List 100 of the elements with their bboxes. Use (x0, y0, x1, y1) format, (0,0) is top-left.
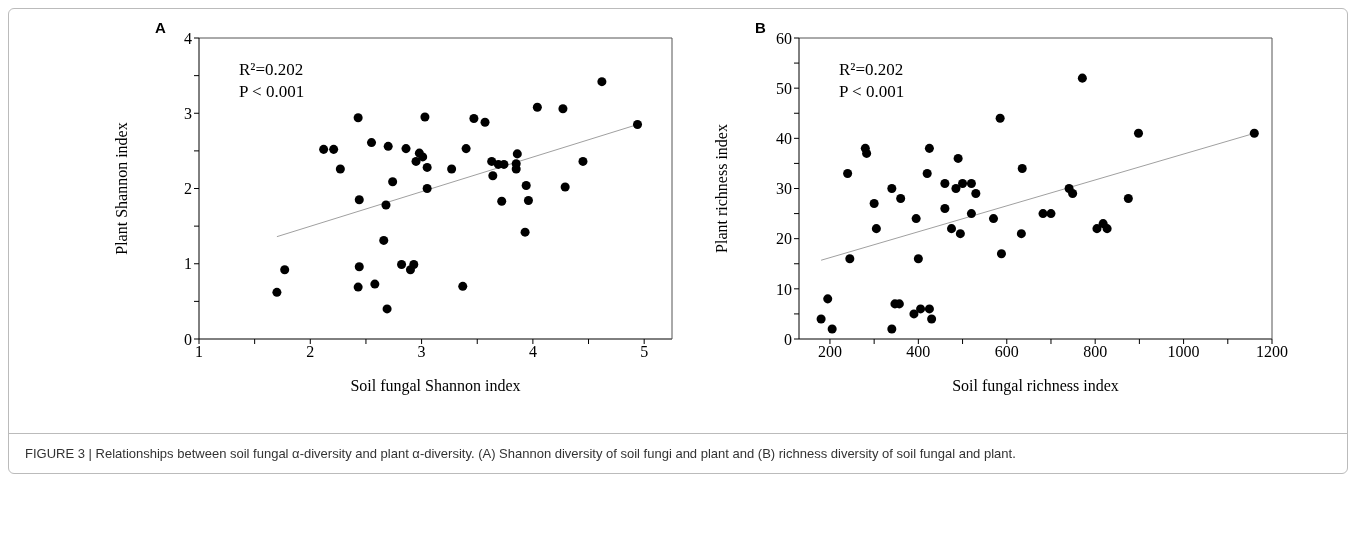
y-tick-label: 4 (184, 29, 192, 47)
y-tick-label: 10 (776, 280, 792, 298)
point (329, 144, 339, 154)
annotation: P < 0.001 (839, 81, 905, 103)
point (911, 214, 921, 224)
chart-title: B (755, 19, 766, 36)
x-tick-label: 400 (906, 343, 931, 361)
point (353, 282, 363, 292)
annotation: R²=0.202 (839, 59, 905, 81)
point (988, 214, 999, 224)
point (447, 164, 457, 174)
point (966, 209, 976, 219)
annotation: P < 0.001 (239, 81, 305, 103)
point (869, 199, 879, 209)
point (411, 156, 421, 166)
point (335, 164, 345, 174)
point (521, 180, 531, 190)
point (388, 177, 398, 187)
point (558, 104, 568, 114)
point (422, 162, 432, 172)
point (319, 144, 329, 154)
x-tick-label: 5 (640, 343, 649, 361)
caption: FIGURE 3 | Relationships between soil fungal α-diversity and plant α-diversity. (A) Shannon diversity of soil fungi and plant and (B) richness diversity of soil fungal and plant. (25, 446, 1017, 461)
point (951, 183, 961, 194)
point (1068, 189, 1078, 199)
x-tick-label: 1 (195, 343, 203, 361)
point (940, 178, 950, 188)
point (487, 156, 497, 166)
x-tick-label: 4 (528, 343, 537, 361)
x-tick-label: 1000 (1167, 343, 1200, 361)
point (816, 314, 826, 324)
point (422, 183, 432, 194)
point (862, 148, 872, 158)
point (995, 113, 1005, 123)
point (497, 196, 507, 206)
point (896, 194, 906, 204)
point (512, 149, 522, 159)
point (383, 141, 393, 151)
y-tick-label: 30 (776, 180, 792, 198)
x-tick-label: 3 (417, 343, 426, 361)
point (996, 249, 1006, 259)
y-tick-label: 40 (776, 130, 792, 148)
y-tick-label: 20 (776, 230, 792, 248)
y-tick-label: 3 (184, 104, 192, 122)
point (927, 314, 937, 324)
point (632, 120, 643, 130)
point (480, 117, 490, 127)
y-tick-label: 1 (184, 255, 192, 273)
point (418, 152, 428, 162)
point (523, 196, 533, 206)
point (379, 235, 389, 245)
y-tick-label: 50 (776, 79, 792, 97)
point (520, 227, 530, 237)
point (887, 183, 897, 194)
point (420, 112, 430, 122)
x-tick-label: 1200 (1256, 343, 1288, 361)
point (843, 168, 853, 178)
x-axis-title: Soil fungal richness index (952, 377, 1119, 395)
x-tick-label: 800 (1083, 343, 1108, 361)
point (1016, 229, 1026, 239)
point (1038, 209, 1048, 219)
point (1102, 224, 1112, 234)
point (381, 200, 391, 210)
point (578, 156, 588, 166)
point (909, 309, 919, 319)
point (971, 189, 981, 199)
point (458, 281, 468, 291)
y-tick-label: 0 (784, 330, 792, 348)
point (958, 178, 968, 188)
point (280, 265, 290, 275)
y-axis-title: Plant richness index (712, 124, 730, 253)
point (1123, 194, 1133, 204)
point (955, 229, 965, 239)
point (827, 324, 837, 334)
y-tick-label: 0 (184, 330, 192, 348)
point (366, 138, 377, 148)
point (461, 144, 471, 154)
point (871, 224, 881, 234)
point (916, 304, 926, 314)
point (1092, 224, 1102, 234)
point (887, 324, 897, 334)
point (947, 224, 957, 234)
point (1133, 128, 1144, 138)
chart-title: A (155, 19, 166, 36)
point (1077, 73, 1087, 83)
point (1017, 163, 1027, 173)
point (532, 102, 542, 112)
point (823, 294, 833, 304)
y-tick-label: 60 (776, 29, 792, 47)
point (966, 178, 976, 188)
point (354, 195, 364, 205)
point (488, 171, 498, 181)
y-axis-title: Plant Shannon index (112, 122, 130, 255)
point (940, 204, 950, 214)
point (953, 153, 963, 163)
point (409, 260, 419, 270)
point (401, 144, 411, 154)
point (560, 182, 570, 192)
x-tick-label: 2 (306, 343, 315, 361)
point (370, 279, 380, 289)
